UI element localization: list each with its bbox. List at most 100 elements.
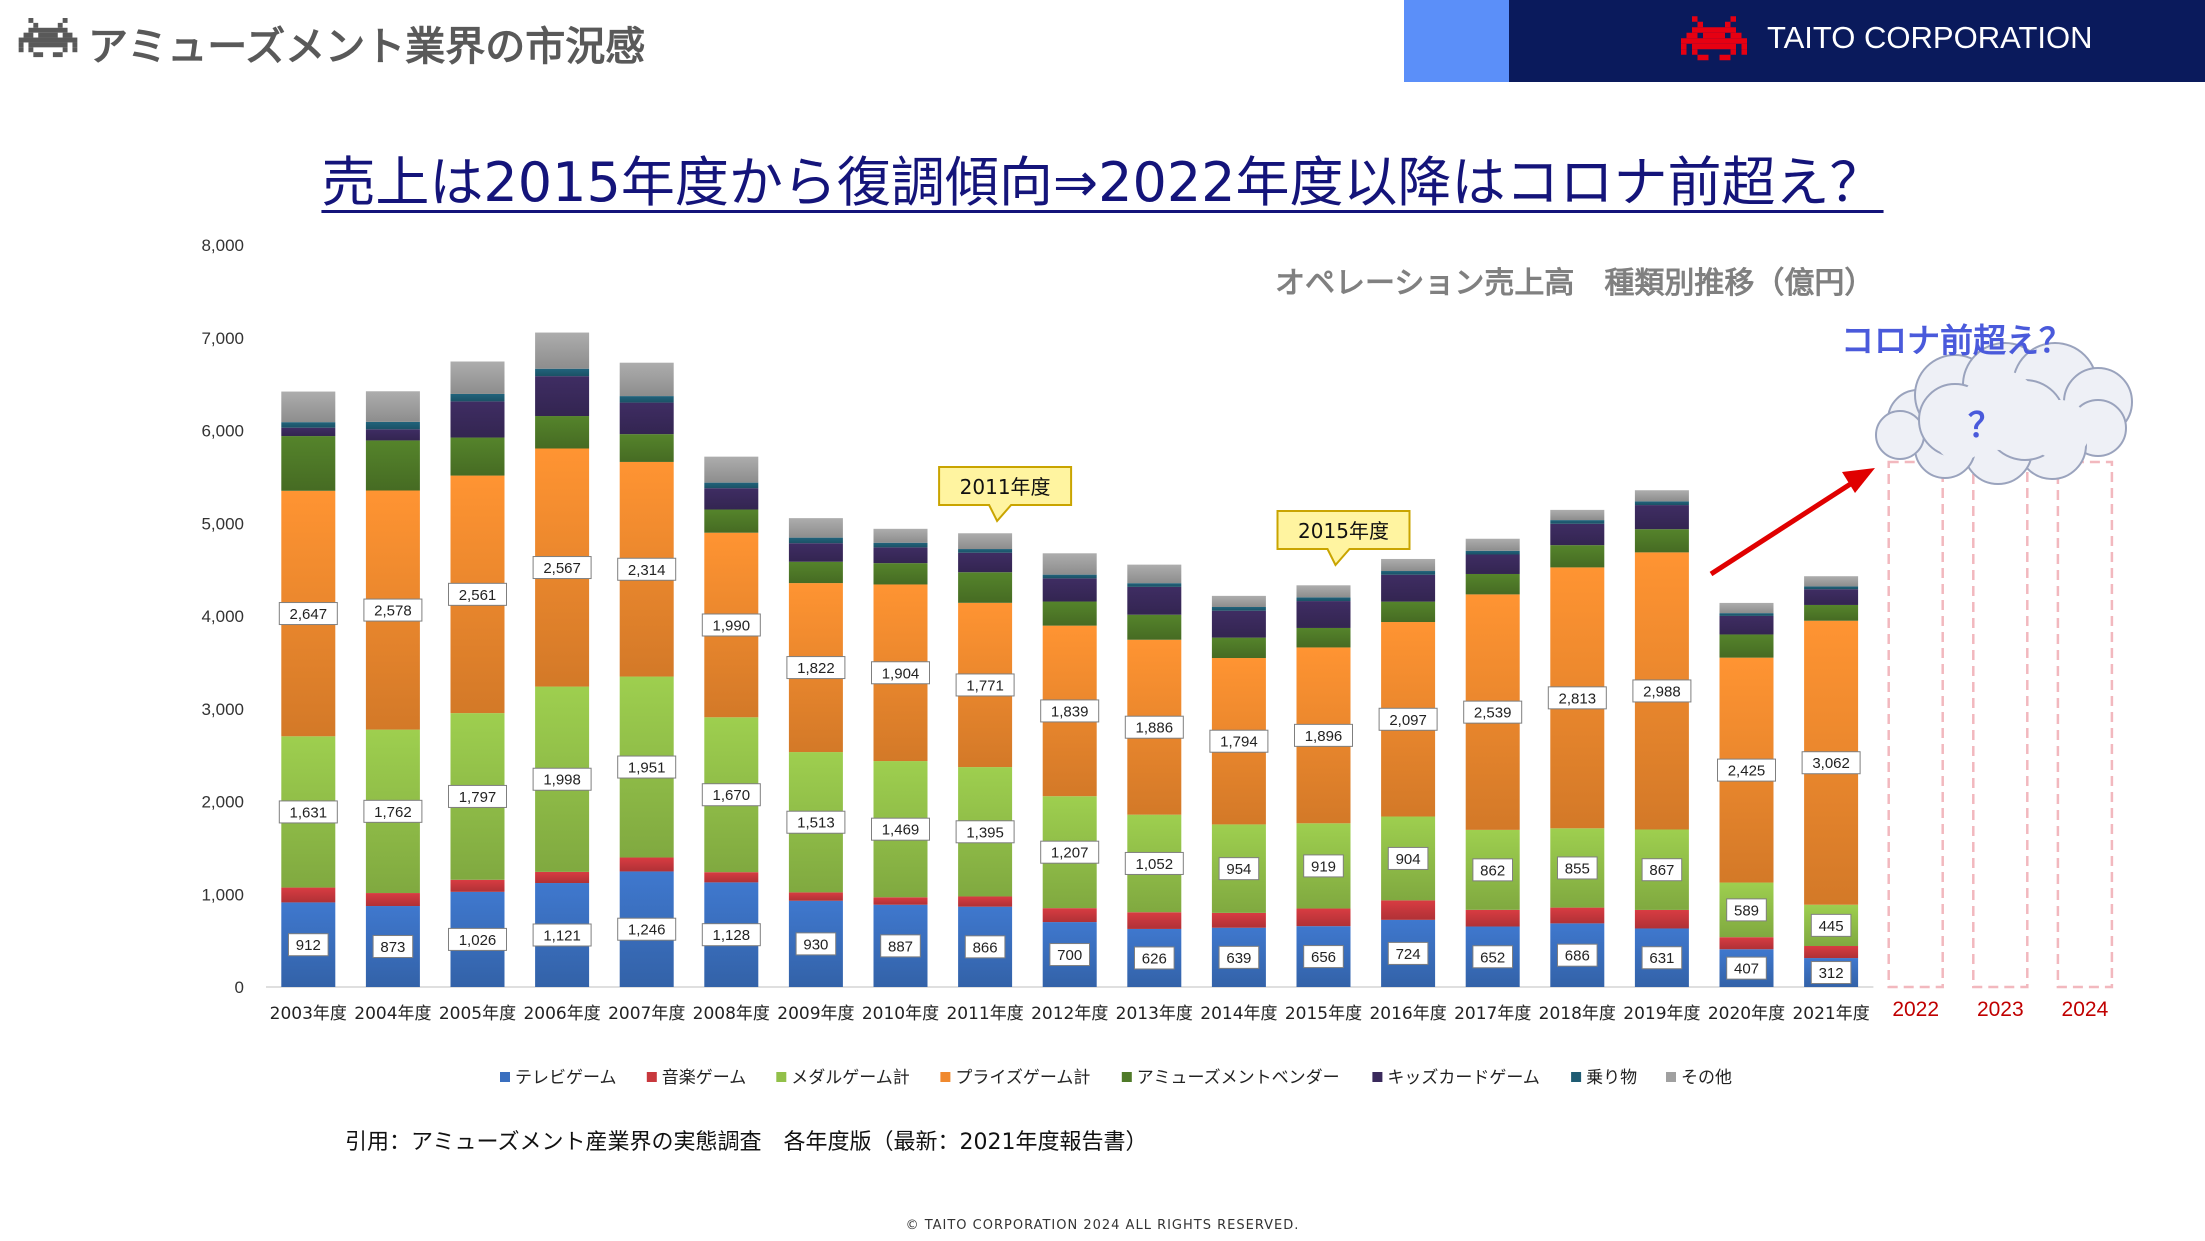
- data-label-box: [880, 934, 921, 958]
- data-label: 1,990: [713, 617, 751, 634]
- data-label: 656: [1311, 949, 1336, 966]
- bar-segment: [1296, 908, 1351, 927]
- x-tick-label: 2021年度: [1792, 1004, 1869, 1024]
- bar-segment: [365, 391, 420, 422]
- data-label: 2,425: [1728, 763, 1766, 780]
- annotation-callout: [1276, 510, 1411, 567]
- bar-segment: [281, 391, 336, 423]
- x-tick-label: 2018年度: [1539, 1004, 1616, 1024]
- legend-swatch: [1666, 1072, 1676, 1082]
- data-label-box: [1726, 956, 1767, 980]
- data-label: 407: [1734, 961, 1759, 978]
- cloud-puff: [1875, 410, 1925, 460]
- future-year-label: 2023: [1977, 998, 2024, 1021]
- data-label-box: [1124, 851, 1184, 875]
- data-label: 2,561: [459, 587, 497, 604]
- x-tick-label: 2005年度: [439, 1004, 516, 1024]
- data-label-box: [955, 820, 1015, 844]
- y-tick-label: 6,000: [201, 422, 244, 441]
- data-label-box: [1557, 856, 1598, 880]
- data-label: 1,513: [797, 815, 835, 832]
- data-label: 867: [1649, 862, 1674, 879]
- bar-segment: [281, 422, 336, 428]
- data-label-box: [1472, 858, 1514, 882]
- data-label: 954: [1226, 861, 1251, 878]
- legend-label: テレビゲーム: [515, 1068, 617, 1088]
- chart-subtitle: オペレーション売上高 種類別推移（億円）: [1275, 266, 1875, 301]
- x-tick-label: 2020年度: [1708, 1004, 1785, 1024]
- x-tick-label: 2003年度: [270, 1004, 347, 1024]
- data-label: 855: [1565, 860, 1590, 877]
- data-label-box: [1810, 961, 1852, 985]
- x-tick-label: 2009年度: [777, 1004, 854, 1024]
- data-label: 1,904: [882, 665, 920, 682]
- invader-logo-icon: [18, 18, 78, 58]
- slide-headline: 売上は2015年度から復調傾向⇒2022年度以降はコロナ前超え？: [0, 138, 2205, 217]
- data-label-box: [1641, 946, 1683, 970]
- data-label: 700: [1057, 947, 1082, 964]
- legend-swatch: [1121, 1072, 1132, 1082]
- data-label-box: [278, 602, 338, 626]
- bar-segment: [1042, 578, 1097, 602]
- bar-segment: [1211, 607, 1266, 611]
- data-label-box: [532, 556, 592, 580]
- bar-segment: [1127, 583, 1182, 587]
- bar-segment: [535, 332, 590, 369]
- bar-segment: [958, 552, 1013, 573]
- legend-swatch: [1372, 1072, 1383, 1082]
- data-label-box: [363, 799, 423, 823]
- bar-segment: [1465, 573, 1520, 595]
- y-tick-label: 0: [235, 978, 244, 997]
- data-label-box: [372, 935, 414, 959]
- x-tick-label: 2016年度: [1369, 1004, 1446, 1024]
- question-cloud: [1875, 342, 2133, 485]
- legend-label: プライズゲーム計: [955, 1068, 1090, 1088]
- x-tick-label: 2013年度: [1116, 1004, 1193, 1024]
- data-label: 1,822: [797, 660, 835, 677]
- bar-segment: [450, 393, 505, 402]
- data-label-box: [795, 932, 837, 956]
- bar-segment: [704, 509, 759, 533]
- bar-segment: [788, 892, 843, 901]
- bar-segment: [958, 572, 1013, 603]
- data-label-box: [871, 661, 930, 685]
- data-label: 652: [1480, 949, 1505, 966]
- bar-segment: [1550, 520, 1605, 524]
- bar-segment: [1719, 937, 1774, 950]
- data-label: 1,896: [1305, 728, 1343, 745]
- bar-segment: [788, 537, 843, 544]
- header-accent-strip: [1404, 0, 1509, 82]
- trend-arrow-head: [1842, 468, 1875, 493]
- data-label-box: [701, 783, 761, 807]
- bar-segment: [619, 857, 674, 872]
- data-label-box: [448, 582, 507, 606]
- data-label-box: [617, 557, 677, 581]
- x-tick-label: 2010年度: [862, 1004, 939, 1024]
- data-label-box: [1124, 715, 1184, 739]
- bar-segment: [1719, 634, 1774, 658]
- data-label: 1,670: [713, 787, 751, 804]
- bar-segment: [1296, 627, 1351, 648]
- x-tick-label: 2015年度: [1285, 1004, 1362, 1024]
- legend-label: 乗り物: [1586, 1068, 1637, 1088]
- data-label-box: [363, 598, 423, 622]
- data-label-box: [1547, 686, 1607, 710]
- header-title-text: アミューズメント業界の市況感: [88, 24, 646, 70]
- bar-segment: [1381, 601, 1436, 623]
- bar-segment: [619, 362, 674, 397]
- data-label: 1,951: [628, 760, 666, 777]
- bar-segment: [281, 427, 336, 437]
- bar-segment: [1804, 586, 1859, 590]
- bar-segment: [1465, 554, 1520, 574]
- data-label: 1,998: [543, 772, 581, 789]
- trend-arrow-line: [1709, 480, 1854, 577]
- data-label: 1,797: [459, 789, 497, 806]
- bar-segment: [1634, 490, 1689, 502]
- corona-note: コロナ前超え？: [1841, 321, 2072, 360]
- bar-segment: [873, 528, 928, 543]
- data-label: 2,539: [1474, 705, 1512, 722]
- bar-segment: [365, 893, 420, 907]
- x-tick-label: 2008年度: [693, 1004, 770, 1024]
- data-label: 1,771: [966, 677, 1004, 694]
- bar-segment: [1296, 601, 1351, 628]
